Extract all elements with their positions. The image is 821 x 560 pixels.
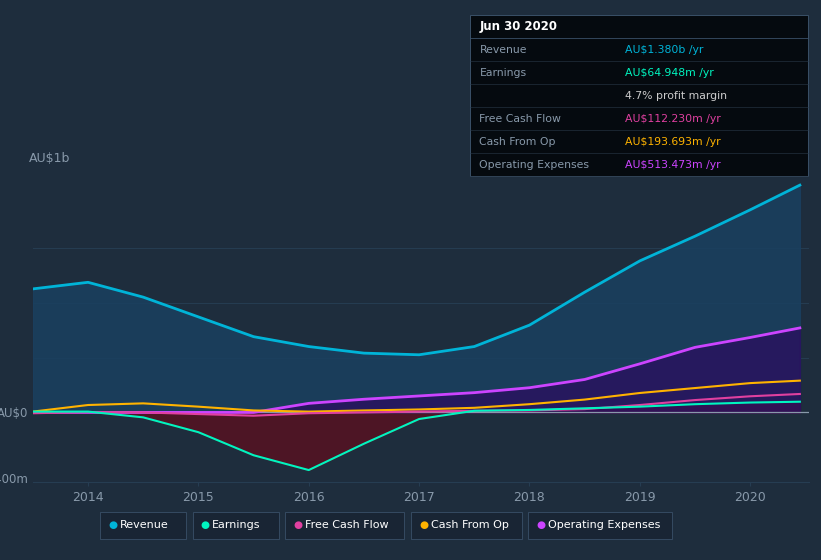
Text: ●: ● — [294, 520, 302, 530]
Text: AU$513.473m /yr: AU$513.473m /yr — [626, 160, 721, 170]
Text: Revenue: Revenue — [119, 520, 168, 530]
Text: AU$112.230m /yr: AU$112.230m /yr — [626, 114, 721, 124]
Text: ●: ● — [108, 520, 117, 530]
Text: AU$193.693m /yr: AU$193.693m /yr — [626, 137, 721, 147]
Text: Earnings: Earnings — [479, 68, 526, 78]
Text: Operating Expenses: Operating Expenses — [548, 520, 660, 530]
Text: 4.7% profit margin: 4.7% profit margin — [626, 91, 727, 101]
Text: Operating Expenses: Operating Expenses — [479, 160, 589, 170]
Text: AU$1.380b /yr: AU$1.380b /yr — [626, 45, 704, 55]
Text: AU$64.948m /yr: AU$64.948m /yr — [626, 68, 714, 78]
Text: Earnings: Earnings — [212, 520, 261, 530]
Text: Cash From Op: Cash From Op — [430, 520, 508, 530]
Text: ●: ● — [200, 520, 209, 530]
Text: AU$1b: AU$1b — [29, 152, 70, 165]
Text: Jun 30 2020: Jun 30 2020 — [479, 20, 557, 33]
Text: Cash From Op: Cash From Op — [479, 137, 556, 147]
Text: Free Cash Flow: Free Cash Flow — [479, 114, 562, 124]
Text: Revenue: Revenue — [479, 45, 527, 55]
Text: Free Cash Flow: Free Cash Flow — [305, 520, 388, 530]
Text: ●: ● — [419, 520, 428, 530]
Text: ●: ● — [537, 520, 545, 530]
